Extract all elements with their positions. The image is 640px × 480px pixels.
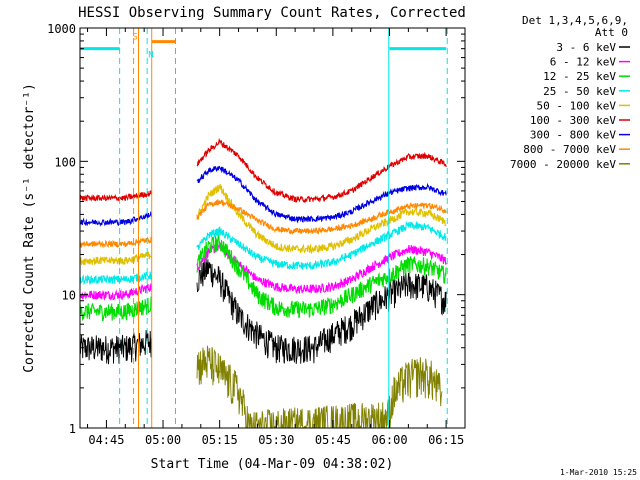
series-3-segment-1 [79, 296, 153, 322]
x-tick-label-1: 04:45 [88, 433, 124, 447]
legend: Det 1,3,4,5,6,9,Att 0 3 - 6 keV 6 - 12 keV… [510, 14, 630, 171]
legend-label-1: 3 - 6 keV [556, 41, 616, 54]
legend-label-4: 25 - 50 keV [543, 85, 616, 98]
legend-header-1: Det 1,3,4,5,6,9, [522, 14, 628, 27]
series-7-segment-1 [79, 210, 153, 227]
plot-frame [79, 27, 466, 429]
series-6-segment-1 [79, 190, 153, 202]
series-8 [79, 199, 447, 249]
series-3 [79, 233, 447, 322]
series-1 [79, 257, 447, 365]
annotation-1: S [132, 32, 137, 42]
series-5-segment-1 [79, 251, 152, 266]
x-tick-label-3: 05:15 [202, 433, 238, 447]
legend-label-7: 300 - 800 keV [530, 129, 616, 142]
y-axis-label: Corrected Count Rate (s⁻¹ detector⁻¹) [22, 83, 37, 373]
series-6 [79, 137, 447, 204]
legend-label-8: 800 - 7000 keV [523, 143, 616, 156]
series-4 [79, 220, 447, 286]
series-5-segment-2 [196, 183, 447, 255]
legend-label-3: 12 - 25 keV [543, 70, 616, 83]
series-9 [196, 345, 443, 430]
series-5 [79, 183, 447, 266]
x-tick-label-5: 05:45 [315, 433, 351, 447]
y-tick-label-3: 100 [54, 155, 76, 169]
x-tick-label-2: 05:00 [145, 433, 181, 447]
y-tick-label-4: 1000 [47, 22, 76, 36]
chart-title: HESSI Observing Summary Count Rates, Cor… [78, 5, 466, 21]
series-3-segment-2 [196, 233, 447, 319]
legend-label-5: 50 - 100 keV [537, 99, 617, 112]
legend-label-6: 100 - 300 keV [530, 114, 616, 127]
legend-label-2: 6 - 12 keV [550, 56, 617, 69]
y-tick-label-2: 10 [62, 289, 76, 303]
x-tick-label-6: 06:00 [371, 433, 407, 447]
series-7-segment-2 [196, 165, 447, 224]
series-7 [79, 165, 447, 227]
legend-header-2: Att 0 [595, 26, 628, 39]
x-tick-label-7: 06:15 [428, 433, 464, 447]
series-1-segment-2 [196, 257, 447, 364]
data-layer [79, 137, 447, 430]
x-tick-label-4: 05:30 [258, 433, 294, 447]
legend-label-9: 7000 - 20000 keV [510, 158, 616, 171]
axis-layer: 04:45 05:00 05:15 05:30 05:45 06:00 06:15 1 10 10… [47, 22, 466, 447]
series-4-segment-1 [79, 271, 153, 286]
series-9-segment-2 [196, 345, 443, 430]
series-1-segment-1 [79, 330, 153, 365]
y-tick-label-1: 1 [69, 422, 76, 436]
series-2-segment-1 [79, 282, 153, 301]
series-6-segment-2 [196, 137, 447, 204]
x-axis-label: Start Time (04-Mar-09 04:38:02) [151, 457, 394, 472]
series-4-segment-2 [196, 220, 447, 270]
annotation-2: N [148, 51, 153, 61]
series-8-segment-1 [79, 236, 153, 249]
footer-stamp: 1-Mar-2010 15:25 [560, 468, 637, 477]
series-8-segment-2 [196, 199, 447, 235]
